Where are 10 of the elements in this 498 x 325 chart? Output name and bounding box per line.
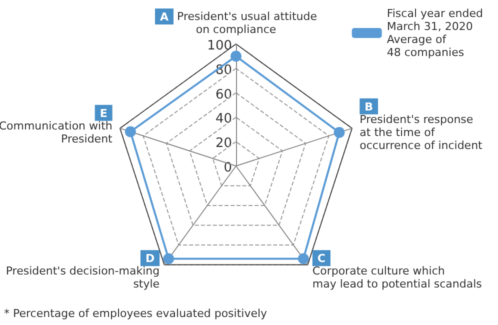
spoke-label: A President's usual attitude on compliance [160, 10, 318, 36]
y-tick-label: 60 [215, 87, 232, 102]
spoke-label: B President's response at the time of occurrence of incident [360, 100, 484, 152]
y-tick-label: 20 [215, 136, 232, 152]
text: * Percentage of employees evaluated positively [4, 307, 268, 320]
spoke-label: D President's decision-making style [6, 252, 160, 291]
y-tick-label: 100 [207, 38, 232, 54]
legend-label: Fiscal year ended March 31, 2020 Average of 48 companies [386, 7, 484, 59]
spoke-label: C Corporate culture which may lead to potential scandals [312, 252, 482, 291]
y-tick-label: 40 [215, 112, 232, 127]
